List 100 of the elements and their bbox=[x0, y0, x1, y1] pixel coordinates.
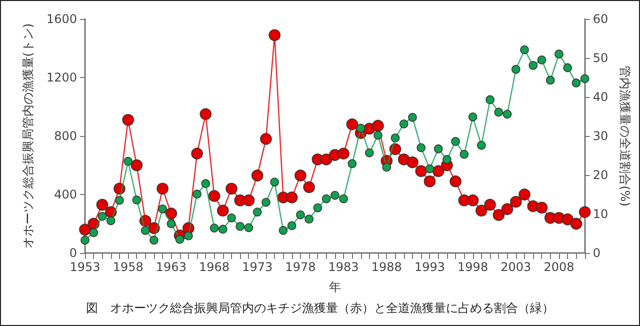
point bbox=[390, 134, 400, 142]
point bbox=[424, 175, 436, 188]
point bbox=[563, 63, 572, 72]
point bbox=[460, 150, 469, 159]
point bbox=[510, 196, 522, 208]
point bbox=[216, 204, 229, 216]
point bbox=[486, 95, 494, 104]
y2-tick-label: 10 bbox=[592, 207, 608, 221]
point bbox=[175, 234, 184, 244]
point bbox=[236, 222, 245, 231]
point bbox=[416, 143, 426, 152]
point bbox=[124, 156, 132, 166]
y-tick-label: 0 bbox=[69, 246, 77, 260]
point bbox=[537, 56, 546, 64]
point bbox=[450, 175, 462, 188]
point bbox=[348, 159, 357, 168]
point bbox=[260, 133, 272, 145]
point bbox=[201, 179, 210, 188]
point bbox=[451, 137, 460, 146]
y2-tick-label: 30 bbox=[592, 129, 608, 143]
point bbox=[268, 29, 280, 41]
point bbox=[518, 188, 530, 200]
point bbox=[562, 213, 574, 226]
point bbox=[477, 140, 486, 150]
point bbox=[520, 45, 529, 54]
x-tick-label: 2008 bbox=[544, 260, 574, 274]
point bbox=[270, 178, 279, 186]
y-tick-label: 400 bbox=[54, 188, 77, 202]
point bbox=[322, 194, 331, 204]
point bbox=[150, 236, 158, 245]
x-tick-label: 1993 bbox=[414, 260, 445, 274]
point bbox=[546, 76, 555, 85]
point bbox=[330, 190, 340, 200]
x-tick-label: 1968 bbox=[198, 260, 230, 274]
point bbox=[304, 214, 314, 224]
x-tick-label: 1963 bbox=[156, 260, 186, 274]
point bbox=[346, 118, 358, 130]
point bbox=[165, 208, 178, 220]
point bbox=[408, 112, 417, 122]
x-tick-label: 1988 bbox=[371, 260, 402, 274]
point bbox=[554, 50, 564, 58]
point bbox=[501, 203, 514, 216]
y2-tick-label: 20 bbox=[592, 168, 608, 182]
point bbox=[570, 218, 582, 230]
y2-tick-label: 40 bbox=[592, 90, 608, 104]
point bbox=[286, 192, 298, 204]
point bbox=[303, 181, 315, 194]
point bbox=[432, 165, 444, 177]
y-tick-label: 1200 bbox=[46, 70, 77, 84]
point bbox=[502, 110, 512, 119]
point bbox=[156, 182, 168, 195]
point bbox=[466, 194, 479, 206]
point bbox=[339, 194, 348, 204]
point bbox=[115, 196, 124, 205]
point bbox=[80, 236, 90, 245]
point bbox=[79, 224, 91, 236]
y2-tick-label: 0 bbox=[592, 246, 600, 260]
point bbox=[476, 204, 488, 216]
point bbox=[425, 164, 434, 174]
y-axis-title: オホーツク総合振興局管内の漁獲量(トン) bbox=[21, 23, 36, 249]
point bbox=[200, 108, 212, 120]
y2-axis-title: 管内漁獲量の全道割合(%) bbox=[618, 66, 632, 206]
y2-tick-label: 60 bbox=[592, 12, 608, 26]
x-tick-label: 1978 bbox=[285, 260, 316, 274]
point bbox=[192, 190, 202, 199]
y2-tick-label: 50 bbox=[592, 51, 608, 65]
x-tick-label: 2003 bbox=[500, 260, 532, 274]
point bbox=[122, 114, 134, 126]
point bbox=[98, 212, 107, 221]
point bbox=[528, 61, 538, 70]
point bbox=[484, 198, 496, 211]
point bbox=[130, 159, 143, 172]
x-axis-title: 年 bbox=[328, 280, 341, 294]
point bbox=[313, 203, 322, 212]
point bbox=[294, 170, 306, 182]
text: 図 オホーツク総合振興局管内のキチジ漁獲量（赤）と全道漁獲量に占める割合（緑） bbox=[86, 301, 554, 315]
point bbox=[210, 224, 219, 232]
point bbox=[262, 198, 270, 207]
point bbox=[278, 226, 288, 235]
x-tick-label: 1958 bbox=[112, 260, 144, 274]
point bbox=[580, 74, 590, 84]
y-tick-label: 1600 bbox=[46, 12, 77, 26]
point bbox=[184, 231, 193, 240]
point bbox=[468, 112, 478, 122]
point bbox=[251, 170, 264, 182]
point bbox=[226, 182, 238, 195]
point bbox=[382, 162, 392, 172]
point bbox=[244, 223, 254, 232]
point bbox=[494, 108, 504, 117]
point bbox=[166, 219, 176, 228]
point bbox=[434, 144, 443, 154]
point bbox=[511, 64, 520, 74]
x-tick-label: 1983 bbox=[328, 260, 359, 274]
point bbox=[372, 120, 384, 132]
point bbox=[578, 206, 591, 218]
x-tick-label: 1973 bbox=[242, 260, 273, 274]
point bbox=[415, 165, 427, 177]
point bbox=[106, 216, 116, 226]
point bbox=[406, 156, 418, 168]
point bbox=[364, 148, 374, 158]
